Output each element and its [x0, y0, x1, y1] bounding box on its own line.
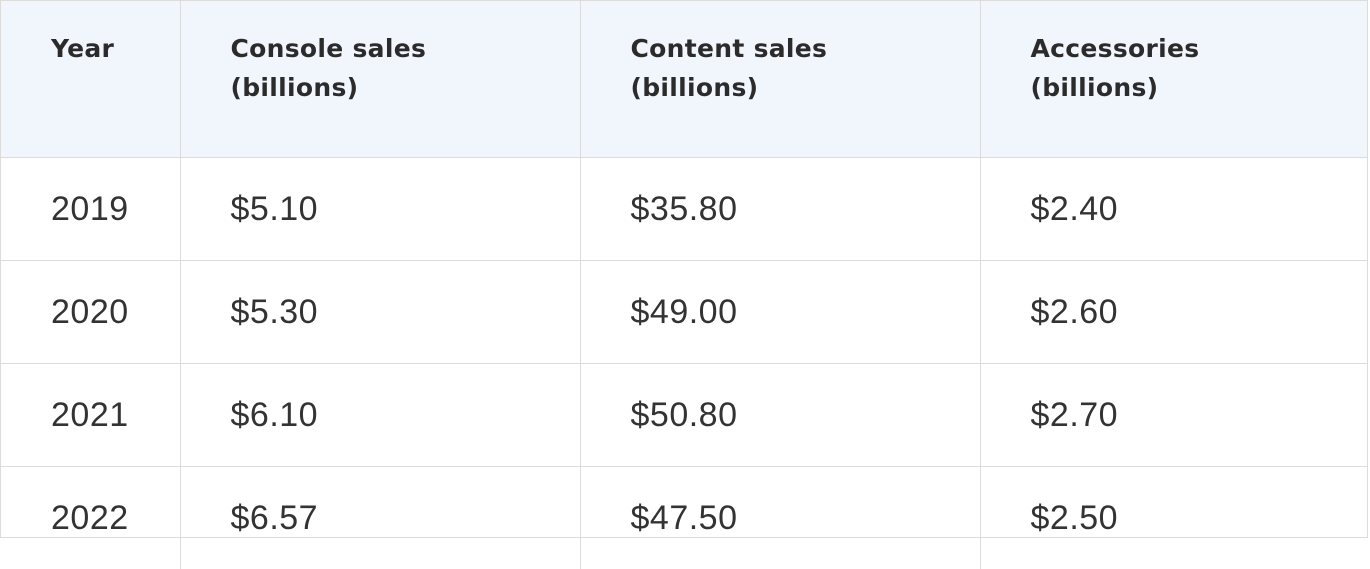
table-row: 2020 $5.30 $49.00 $2.60 [1, 261, 1367, 364]
table-row: 2019 $5.10 $35.80 $2.40 [1, 158, 1367, 261]
header-console-sales-unit: (billions) [231, 68, 580, 107]
cell-accessories: $2.70 [980, 364, 1367, 467]
header-content-sales-unit: (billions) [631, 68, 980, 107]
cell-content-sales: $49.00 [580, 261, 980, 364]
header-row: Year Console sales (billions) Content sa… [1, 1, 1367, 158]
header-console-sales-label: Console sales [231, 29, 580, 68]
header-content-sales: Content sales (billions) [580, 1, 980, 158]
sales-table-container: Year Console sales (billions) Content sa… [0, 0, 1368, 538]
cell-year: 2020 [1, 261, 180, 364]
header-year-label: Year [51, 29, 180, 68]
header-year: Year [1, 1, 180, 158]
table-row: 2022 $6.57 $47.50 $2.50 [1, 467, 1367, 569]
cell-accessories: $2.40 [980, 158, 1367, 261]
cell-content-sales: $50.80 [580, 364, 980, 467]
table-body: 2019 $5.10 $35.80 $2.40 2020 $5.30 $49.0… [1, 158, 1367, 569]
table-row: 2021 $6.10 $50.80 $2.70 [1, 364, 1367, 467]
cell-year: 2022 [1, 467, 180, 569]
table-header: Year Console sales (billions) Content sa… [1, 1, 1367, 158]
cell-year: 2019 [1, 158, 180, 261]
cell-console-sales: $6.10 [180, 364, 580, 467]
header-accessories: Accessories (billions) [980, 1, 1367, 158]
header-accessories-unit: (billions) [1031, 68, 1368, 107]
header-accessories-label: Accessories [1031, 29, 1368, 68]
cell-content-sales: $47.50 [580, 467, 980, 569]
cell-accessories: $2.50 [980, 467, 1367, 569]
header-console-sales: Console sales (billions) [180, 1, 580, 158]
cell-content-sales: $35.80 [580, 158, 980, 261]
cell-accessories: $2.60 [980, 261, 1367, 364]
header-content-sales-label: Content sales [631, 29, 980, 68]
cell-console-sales: $5.10 [180, 158, 580, 261]
cell-console-sales: $5.30 [180, 261, 580, 364]
cell-console-sales: $6.57 [180, 467, 580, 569]
cell-year: 2021 [1, 364, 180, 467]
